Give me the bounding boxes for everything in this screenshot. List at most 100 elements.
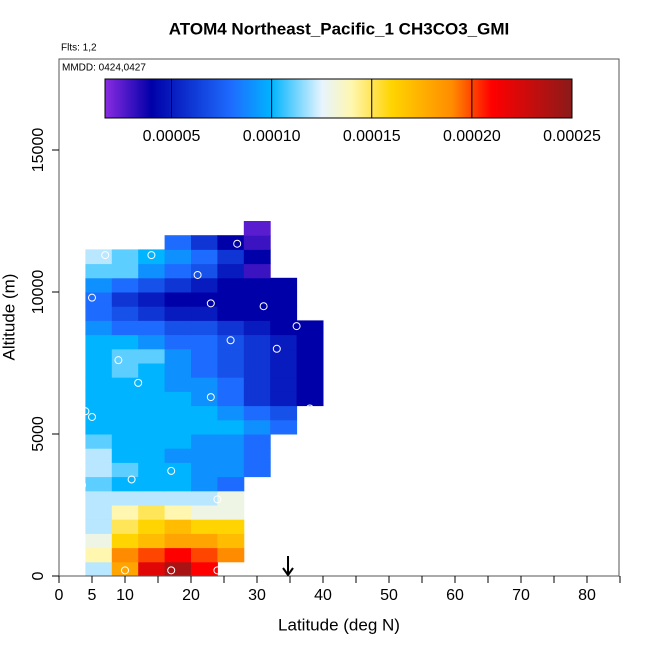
heatmap-cell — [111, 504, 139, 520]
heatmap-cell — [217, 348, 245, 364]
heatmap-cell — [243, 235, 271, 250]
heatmap-cell — [85, 249, 113, 265]
heatmap-cell — [164, 490, 192, 506]
heatmap-cell — [243, 419, 271, 435]
heatmap-cell — [217, 448, 245, 463]
heatmap-cell — [217, 249, 245, 265]
x-tick-label: 20 — [182, 587, 200, 604]
heatmap-cell — [164, 419, 192, 435]
x-tick-label: 60 — [446, 587, 464, 604]
heatmap-cell — [138, 263, 166, 279]
heatmap-cell — [164, 277, 192, 293]
heatmap-cell — [85, 561, 113, 577]
heatmap-cell — [164, 362, 192, 378]
heatmap-cell — [190, 277, 218, 293]
heatmap-cell — [138, 490, 166, 506]
sample-point — [87, 293, 96, 302]
x-tick-label: 10 — [116, 587, 134, 604]
heatmap-cell — [296, 320, 324, 336]
heatmap-cell — [243, 277, 271, 293]
heatmap-cell — [138, 519, 166, 534]
sample-point — [213, 566, 222, 575]
heatmap-cell — [111, 320, 139, 336]
y-tick-label: 15000 — [30, 128, 47, 173]
y-tick-label: 0 — [30, 571, 47, 580]
heatmap-cell — [164, 320, 192, 336]
heatmap-cell — [243, 220, 271, 236]
x-tick-label: 5 — [88, 587, 97, 604]
heatmap-cell — [138, 561, 166, 577]
colorbar — [104, 78, 573, 119]
heatmap-cell — [111, 362, 139, 378]
heatmap-cell — [164, 547, 192, 563]
heatmap-cell — [296, 391, 324, 407]
heatmap-cell — [85, 277, 113, 293]
sample-point — [272, 344, 281, 353]
heatmap-cell — [85, 547, 113, 563]
flights-label: Flts: 1,2 — [61, 43, 97, 54]
heatmap-cell — [85, 348, 113, 364]
heatmap-cell — [138, 448, 166, 463]
heatmap-cell — [217, 391, 245, 407]
heatmap-cell — [85, 405, 113, 421]
heatmap-cell — [111, 348, 139, 364]
heatmap-cell — [111, 391, 139, 407]
heatmap-cell — [190, 504, 218, 520]
heatmap-cell — [111, 561, 139, 577]
heatmap-cell — [190, 476, 218, 492]
sample-point — [127, 475, 136, 484]
heatmap-cell — [111, 462, 139, 478]
heatmap-cell — [190, 419, 218, 435]
heatmap-cell — [296, 362, 324, 378]
heatmap-cell — [164, 263, 192, 279]
x-tick-label: 70 — [512, 587, 530, 604]
heatmap-cell — [138, 533, 166, 549]
heatmap-cell — [85, 362, 113, 378]
sample-point — [87, 412, 96, 421]
heatmap-cell — [270, 377, 298, 392]
heatmap-cell — [138, 547, 166, 563]
heatmap-cell — [243, 249, 271, 265]
heatmap-cell — [243, 334, 271, 350]
heatmap-cell — [164, 405, 192, 421]
heatmap-cell — [138, 334, 166, 350]
heatmap-cell — [111, 519, 139, 534]
heatmap-cell — [243, 263, 271, 279]
heatmap-cell — [217, 263, 245, 279]
heatmap-cell — [111, 277, 139, 293]
heatmap-cell — [85, 320, 113, 336]
sample-point — [120, 566, 129, 575]
heatmap-cell — [190, 235, 218, 250]
heatmap-cell — [164, 235, 192, 250]
heatmap-cell — [243, 391, 271, 407]
heatmap-cell — [111, 547, 139, 563]
sample-point — [167, 466, 176, 475]
heatmap-cell — [243, 362, 271, 378]
sample-point — [213, 495, 222, 504]
heatmap-cell — [164, 448, 192, 463]
heatmap-cell — [190, 306, 218, 321]
heatmap-cell — [190, 462, 218, 478]
heatmap-cell — [217, 433, 245, 449]
heatmap-cell — [85, 291, 113, 307]
x-tick-label: 30 — [248, 587, 266, 604]
x-tick-label: 40 — [314, 587, 332, 604]
heatmap-cell — [296, 334, 324, 350]
heatmap-cell — [243, 462, 271, 478]
chart-title: ATOM4 Northeast_Pacific_1 CH3CO3_GMI — [169, 19, 509, 38]
heatmap-cell — [190, 320, 218, 336]
colorbar-tick-label: 0.00025 — [543, 128, 601, 145]
heatmap-cell — [217, 362, 245, 378]
heatmap-cell — [85, 334, 113, 350]
heatmap-cell — [217, 277, 245, 293]
heatmap-cell — [111, 405, 139, 421]
heatmap-cell — [270, 419, 298, 435]
heatmap-cell — [111, 476, 139, 492]
heatmap-cell — [85, 448, 113, 463]
colorbar-tick-label: 0.00020 — [443, 128, 501, 145]
heatmap-cell — [217, 405, 245, 421]
heatmap-cell — [164, 519, 192, 534]
sample-point — [134, 378, 143, 387]
heatmap-cell — [270, 405, 298, 421]
